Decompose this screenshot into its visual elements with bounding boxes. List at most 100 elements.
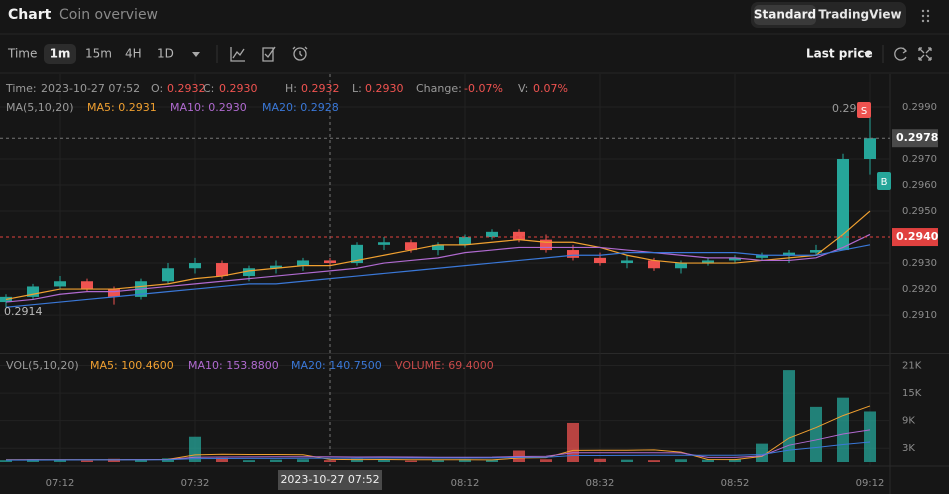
crosshair-label-bg — [278, 470, 382, 490]
x-tick-label: 08:12 — [451, 478, 480, 489]
reset-icon[interactable] — [894, 47, 908, 61]
y-tick-label: 0.2910 — [902, 310, 937, 321]
info-value: 0.2930 — [365, 82, 404, 95]
x-tick-label: 07:12 — [46, 478, 75, 489]
ma-legend: MA5: 0.2931 — [87, 101, 157, 114]
candle-body — [216, 263, 228, 277]
info-label: Time: — [5, 82, 37, 95]
price-label: 0.2940 — [896, 230, 939, 243]
info-label: H: — [285, 82, 297, 95]
sell-marker-label: S — [861, 106, 867, 117]
candle-body — [108, 289, 120, 297]
x-tick-label: 08:52 — [721, 478, 750, 489]
fullscreen-icon[interactable] — [918, 47, 932, 61]
volume-bar — [54, 459, 66, 462]
candle-body — [837, 159, 849, 251]
price-type[interactable]: Last price — [806, 47, 873, 61]
candle-body — [567, 250, 579, 258]
y-tick-label: 0.2960 — [902, 180, 937, 191]
volume-bar — [378, 459, 390, 462]
ma-legend: MA10: 0.2930 — [170, 101, 247, 114]
info-label: L: — [352, 82, 362, 95]
low-label: 0.2914 — [4, 305, 43, 318]
interval-1d[interactable]: 1D — [157, 47, 174, 61]
info-value: -0.07% — [464, 82, 503, 95]
interval-dropdown[interactable] — [192, 52, 200, 57]
candle-body — [783, 252, 795, 256]
x-tick-label: 09:12 — [856, 478, 885, 489]
candle-body — [405, 242, 417, 251]
volume-bar — [702, 459, 714, 462]
candle-body — [432, 244, 444, 251]
y-tick-label: 3K — [902, 443, 915, 454]
y-tick-label: 0.2970 — [902, 154, 937, 165]
candle-body — [189, 263, 201, 269]
ma-line — [5, 244, 871, 308]
volume-bar — [756, 443, 768, 462]
info-value: 0.2932 — [167, 82, 206, 95]
y-tick-label: 0.2920 — [902, 284, 937, 295]
info-value: 2023-10-27 07:52 — [41, 82, 140, 95]
candle-body — [0, 296, 12, 303]
interval-1m[interactable]: 1m — [50, 47, 71, 61]
info-label: V: — [518, 82, 528, 95]
volume-bar — [351, 458, 363, 462]
price-label-bg — [892, 129, 938, 148]
price-type-dropdown[interactable] — [864, 52, 872, 57]
view-tradingview[interactable]: TradingView — [818, 8, 901, 22]
y-tick-label: 21K — [902, 361, 922, 372]
volume-bar — [297, 459, 309, 462]
candle-body — [162, 268, 174, 282]
volume-bar — [810, 406, 822, 462]
volume-bar — [540, 459, 552, 462]
draw-icon[interactable] — [262, 46, 276, 62]
volume-ma-line — [5, 441, 871, 461]
more-icon[interactable] — [921, 9, 930, 23]
alarm-icon[interactable] — [292, 46, 308, 61]
crosshair-label: 2023-10-27 07:52 — [280, 473, 379, 486]
candle-body — [594, 257, 606, 264]
candle-body — [864, 138, 876, 160]
vol-legend: VOL(5,10,20) — [6, 359, 79, 372]
info-label: C: — [203, 82, 214, 95]
volume-bar — [27, 459, 39, 462]
info-value: 0.07% — [533, 82, 568, 95]
candle-body — [27, 286, 39, 297]
candle-body — [648, 260, 660, 269]
candle-body — [756, 255, 768, 258]
ma-line — [5, 233, 871, 303]
sell-marker — [857, 102, 871, 118]
candle-body — [675, 263, 687, 269]
volume-bar — [243, 460, 255, 462]
candle-body — [810, 250, 822, 253]
volume-bar — [675, 459, 687, 462]
y-tick-label: 0.2990 — [902, 102, 937, 113]
view-standard[interactable]: Standard — [754, 8, 816, 22]
tab-chart[interactable]: Chart — [8, 7, 52, 23]
ma-legend: MA(5,10,20) — [6, 101, 74, 114]
tab-coin-overview[interactable]: Coin overview — [59, 7, 158, 23]
vol-legend: MA5: 100.4600 — [90, 359, 174, 372]
volume-bar — [783, 370, 795, 462]
candle-body — [297, 260, 309, 266]
candle-body — [243, 268, 255, 277]
x-tick-label: 07:32 — [181, 478, 210, 489]
price-label-bg — [892, 228, 938, 247]
volume-bar — [729, 459, 741, 462]
info-label: Change: — [416, 82, 462, 95]
interval-15m[interactable]: 15m — [85, 47, 112, 61]
volume-bar — [324, 460, 336, 462]
volume-bar — [648, 460, 660, 462]
interval-4h[interactable]: 4H — [125, 47, 142, 61]
candle-body — [459, 237, 471, 245]
volume-bar — [405, 460, 417, 462]
interval-time[interactable]: Time — [7, 47, 37, 61]
candle-body — [702, 260, 714, 264]
volume-bar — [216, 457, 228, 462]
volume-bar — [0, 460, 12, 462]
indicator-icon[interactable] — [230, 47, 245, 62]
x-tick-label: 08:32 — [586, 478, 615, 489]
info-value: 0.2932 — [301, 82, 340, 95]
